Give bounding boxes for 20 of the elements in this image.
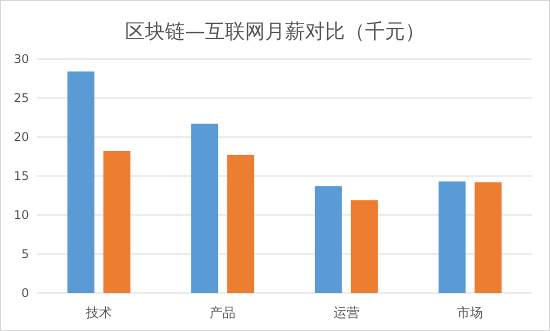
y-tick-label: 30: [14, 52, 29, 66]
bar: [67, 71, 94, 293]
y-tick-label: 15: [14, 169, 29, 183]
y-tick-label: 5: [21, 247, 29, 261]
bar: [350, 200, 378, 293]
y-tick-label: 10: [14, 208, 29, 222]
bar: [474, 182, 502, 293]
x-tick-label: 产品: [210, 306, 236, 321]
y-tick-label: 25: [14, 91, 29, 105]
bar: [191, 124, 218, 293]
bar: [227, 154, 254, 293]
bar: [314, 186, 342, 293]
y-tick-label: 0: [21, 286, 29, 300]
bar: [438, 181, 466, 293]
bar: [103, 151, 130, 293]
y-tick-label: 20: [14, 130, 29, 144]
x-tick-label: 技术: [84, 306, 112, 321]
x-tick-label: 市场: [457, 306, 484, 321]
x-tick-label: 运营: [333, 306, 360, 321]
chart-title: 区块链—互联网月薪对比（千元）: [125, 19, 425, 43]
